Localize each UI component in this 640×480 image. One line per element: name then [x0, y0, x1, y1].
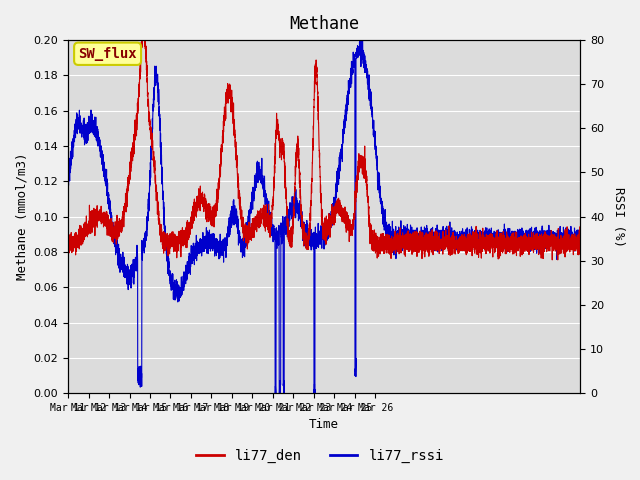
Legend: li77_den, li77_rssi: li77_den, li77_rssi [191, 443, 449, 468]
Text: SW_flux: SW_flux [78, 47, 137, 61]
Title: Methane: Methane [289, 15, 359, 33]
Y-axis label: Methane (mmol/m3): Methane (mmol/m3) [15, 153, 28, 280]
X-axis label: Time: Time [309, 419, 339, 432]
Y-axis label: RSSI (%): RSSI (%) [612, 187, 625, 247]
